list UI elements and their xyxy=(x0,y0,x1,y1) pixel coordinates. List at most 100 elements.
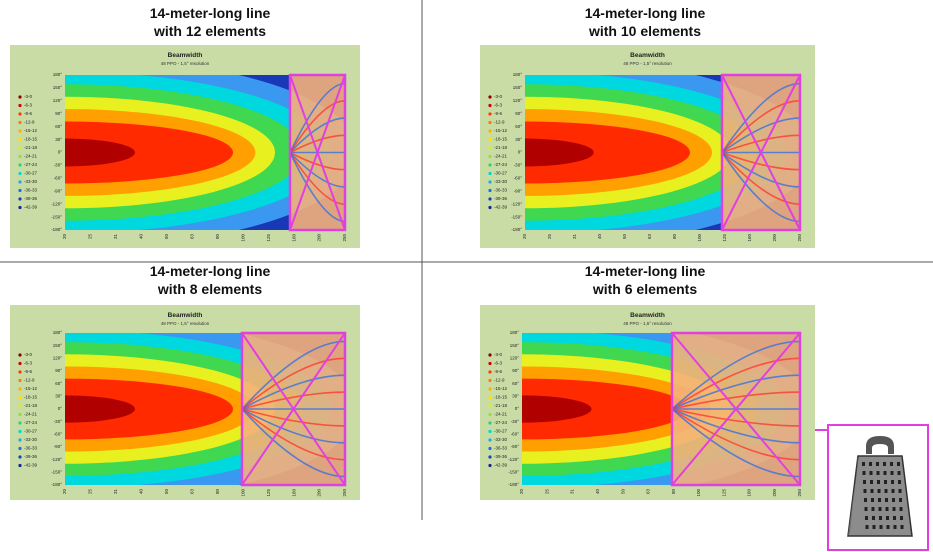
legend-label: -9-6 xyxy=(24,111,32,116)
legend-swatch xyxy=(488,353,492,357)
panel: 14-meter-long line with 6 elements Beamwid… xyxy=(480,263,815,500)
y-tick-label: -120° xyxy=(508,457,519,462)
legend-label: -33-30 xyxy=(24,437,38,442)
legend-label: -9-6 xyxy=(24,369,32,374)
legend-label: -30-27 xyxy=(24,171,38,176)
legend-label: -30-27 xyxy=(494,429,508,434)
panel-title: 14-meter-long line xyxy=(150,5,271,21)
y-tick-label: 120° xyxy=(513,98,523,103)
grater-hole xyxy=(865,516,868,520)
y-tick-label: 150° xyxy=(53,85,63,90)
y-tick-label: 60° xyxy=(55,381,62,386)
legend-label: -42-39 xyxy=(24,463,38,468)
grater-hole xyxy=(891,480,894,484)
legend-label: -42-39 xyxy=(494,463,508,468)
legend-label: -30-27 xyxy=(494,171,508,176)
legend-label: -6-3 xyxy=(494,103,502,108)
x-tick-label: 125 xyxy=(266,234,271,242)
x-tick-label: 20 xyxy=(519,489,524,495)
panel-title: 14-meter-long line xyxy=(585,5,706,21)
interference-stripe xyxy=(241,391,345,410)
y-tick-label: 60° xyxy=(512,381,519,386)
x-tick-label: 63 xyxy=(647,234,652,240)
interference-stripe xyxy=(721,82,800,153)
y-tick-label: 30° xyxy=(512,394,519,399)
grater-hole xyxy=(884,480,887,484)
legend-label: -27-24 xyxy=(494,420,508,425)
y-tick-label: 30° xyxy=(515,137,522,142)
interference-stripe xyxy=(721,151,800,188)
x-tick-label: 250 xyxy=(797,234,802,242)
highlight-box xyxy=(720,73,802,232)
chart-title: Beamwidth xyxy=(168,312,203,319)
legend-label: -12-9 xyxy=(494,378,505,383)
interference-stripe xyxy=(289,152,345,205)
interference-stripe xyxy=(671,374,800,410)
highlight-cross xyxy=(671,332,801,486)
interference-stripe xyxy=(671,391,800,410)
grater-hole xyxy=(890,471,894,475)
legend-label: -21-18 xyxy=(24,403,38,408)
x-tick-label: 250 xyxy=(342,234,347,242)
grater-hole xyxy=(893,525,897,529)
legend-label: -24-21 xyxy=(494,154,508,159)
legend-swatch xyxy=(18,95,22,99)
legend-label: -12-9 xyxy=(24,120,35,125)
legend-swatch xyxy=(488,103,492,108)
x-tick-label: 50 xyxy=(622,234,627,240)
legend-swatch xyxy=(18,455,22,459)
legend-swatch xyxy=(488,429,492,434)
x-tick-label: 80 xyxy=(215,489,220,495)
legend-swatch xyxy=(18,154,22,159)
grater-hole xyxy=(879,516,882,520)
legend-label: -12-9 xyxy=(24,378,35,383)
grater-hole xyxy=(871,507,875,511)
grater-hole xyxy=(885,498,888,502)
x-tick-label: 25 xyxy=(88,234,93,240)
y-tick-label: 120° xyxy=(510,356,520,361)
y-tick-label: -60° xyxy=(514,176,523,181)
grater-hole xyxy=(872,525,876,529)
legend-swatch xyxy=(18,103,22,108)
legend-label: -6-3 xyxy=(24,103,32,108)
grater-hole xyxy=(870,489,874,493)
highlight-cross xyxy=(721,74,801,231)
x-tick-label: 20 xyxy=(522,234,527,240)
legend-swatch xyxy=(18,412,22,417)
chart-title: Beamwidth xyxy=(630,52,665,59)
legend-label: -36-33 xyxy=(494,446,508,451)
legend-swatch xyxy=(488,378,492,383)
grater-hole xyxy=(899,498,902,502)
legend-swatch xyxy=(488,404,492,408)
legend-swatch xyxy=(488,188,492,193)
y-tick-label: -150° xyxy=(508,470,519,475)
y-tick-label: 90° xyxy=(55,368,62,373)
y-tick-label: -60° xyxy=(54,176,63,181)
panel-title: with 8 elements xyxy=(157,281,262,297)
interference-stripe xyxy=(289,152,345,223)
y-tick-label: 180° xyxy=(53,72,63,77)
y-tick-label: 120° xyxy=(53,98,63,103)
x-tick-label: 25 xyxy=(544,489,549,495)
interference-stripe xyxy=(241,340,345,410)
x-tick-label: 160 xyxy=(747,234,752,242)
legend-swatch xyxy=(488,154,492,159)
legend-label: -42-39 xyxy=(24,205,38,210)
highlight-cross xyxy=(289,74,346,231)
x-tick-label: 160 xyxy=(291,234,296,242)
y-tick-label: -120° xyxy=(511,201,522,206)
legend-swatch xyxy=(18,421,22,425)
legend-swatch xyxy=(488,137,492,142)
grater-hole xyxy=(879,525,883,529)
grater-hole xyxy=(885,507,889,511)
x-tick-label: 20 xyxy=(62,234,67,240)
y-tick-label: -150° xyxy=(511,214,522,219)
y-tick-label: 180° xyxy=(53,330,63,335)
x-tick-label: 40 xyxy=(595,489,600,495)
highlight-box xyxy=(288,73,347,232)
legend-label: -18-15 xyxy=(494,395,508,400)
legend-swatch xyxy=(488,95,492,99)
x-tick-label: 160 xyxy=(291,489,296,497)
x-tick-label: 40 xyxy=(139,234,144,240)
grater-hole xyxy=(883,471,887,475)
